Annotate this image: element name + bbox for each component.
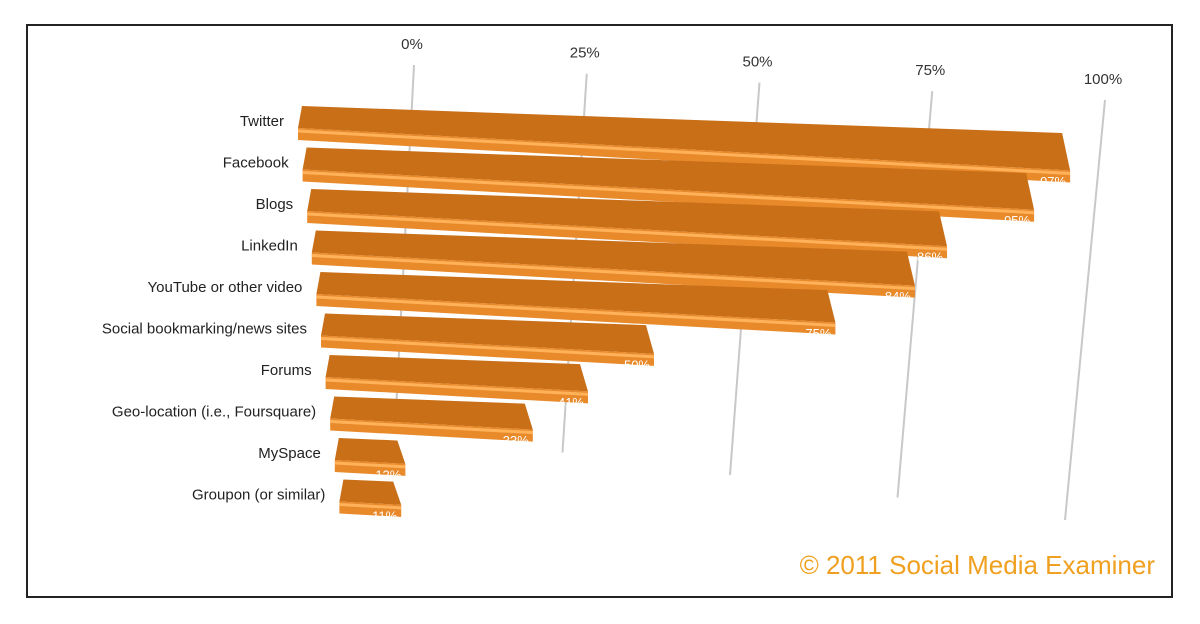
bar-highlight (325, 378, 589, 396)
bar (330, 396, 533, 442)
x-tick-label: 0% (401, 36, 423, 53)
grid: 0% 25% 50% 75% 100% (394, 36, 1122, 521)
value-label: 84% (885, 289, 911, 304)
value-label: 75% (805, 326, 831, 341)
bar (320, 313, 655, 366)
bar (325, 355, 589, 404)
value-label: 33% (503, 433, 529, 448)
bar (311, 230, 916, 298)
category-label: Forums (261, 362, 312, 379)
x-tick-label: 50% (742, 53, 772, 70)
value-label: 41% (558, 395, 584, 410)
bar-highlight (311, 254, 916, 291)
category-label: LinkedIn (241, 237, 298, 254)
bar-top (334, 438, 406, 464)
value-label: 50% (624, 357, 650, 372)
bar (334, 438, 406, 476)
bar-highlight (334, 461, 406, 469)
grid-line (1064, 99, 1106, 521)
bar-top (339, 479, 402, 505)
x-tick-label: 25% (570, 45, 600, 62)
value-label: 86% (917, 250, 943, 265)
category-label: MySpace (258, 445, 321, 462)
value-label: 97% (1040, 174, 1066, 189)
bar-top (325, 355, 588, 392)
bar (339, 479, 402, 517)
bar-highlight (339, 503, 402, 510)
copyright: © 2011 Social Media Examiner (800, 550, 1156, 580)
bar-top (311, 230, 915, 286)
bar-top (302, 147, 1035, 210)
category-label: Twitter (240, 113, 284, 130)
value-label: 12% (375, 467, 401, 482)
bar-highlight (307, 212, 948, 251)
bar-highlight (320, 337, 655, 359)
bar-top (307, 189, 948, 247)
category-label: Blogs (256, 196, 294, 213)
bar-top (298, 106, 1071, 171)
bar-highlight (316, 295, 836, 328)
bar (316, 272, 836, 335)
category-label: Social bookmarking/news sites (102, 320, 307, 337)
bar-highlight (297, 129, 1071, 175)
category-label: Facebook (223, 154, 289, 171)
bar-highlight (330, 420, 533, 435)
value-label: 11% (372, 508, 397, 523)
bar-top (330, 396, 533, 430)
bar-highlight (302, 171, 1035, 215)
category-label: Geo-location (i.e., Foursquare) (112, 403, 316, 420)
x-tick-label: 100% (1084, 71, 1122, 88)
category-label: YouTube or other video (148, 279, 303, 296)
bar (307, 189, 948, 259)
category-label: Groupon (or similar) (192, 486, 325, 503)
x-tick-label: 75% (915, 62, 945, 79)
bars: Twitter 97% Facebook 95% Blogs 86% LinkedIn 84%… (102, 106, 1071, 523)
bar-top (321, 313, 654, 354)
bar-top (316, 272, 836, 323)
value-label: 95% (1004, 213, 1030, 228)
